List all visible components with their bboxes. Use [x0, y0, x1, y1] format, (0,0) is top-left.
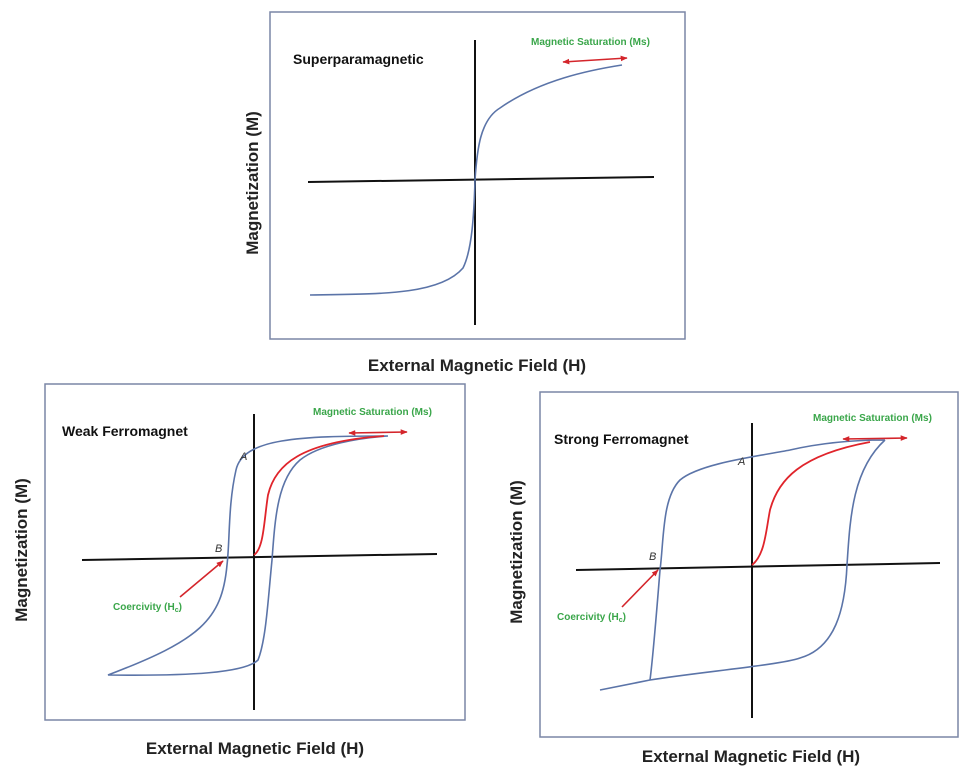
y-axis-label: Magnetization (M): [507, 480, 526, 624]
virgin-curve: [253, 435, 385, 556]
point-b-label: B: [215, 543, 222, 555]
y-axis-label: Magnetization (M): [243, 111, 262, 255]
virgin-curve: [751, 441, 871, 566]
panel-weak-ferromagnet: Weak Ferromagnet Magnetic Saturation (Ms…: [12, 383, 466, 758]
coercivity-arrow: [179, 560, 224, 598]
panel-title: Weak Ferromagnet: [62, 423, 188, 439]
coercivity-arrow: [621, 569, 659, 608]
saturation-label: Magnetic Saturation (Ms): [313, 407, 432, 418]
x-axis-label: External Magnetic Field (H): [642, 747, 860, 766]
x-axis-label: External Magnetic Field (H): [146, 739, 364, 758]
point-a-label: A: [239, 451, 247, 463]
point-b-label: B: [649, 551, 656, 563]
saturation-label: Magnetic Saturation (Ms): [813, 413, 932, 424]
panel-frame: [269, 11, 686, 340]
saturation-arrow: [348, 429, 408, 436]
coercivity-label: Coercivity (Hc): [557, 612, 626, 624]
h-axis: [81, 553, 438, 561]
panel-title: Strong Ferromagnet: [554, 431, 689, 447]
panel-frame: [44, 383, 466, 721]
panel-title: Superparamagnetic: [293, 51, 424, 67]
panel-frame: [539, 391, 959, 738]
h-axis: [575, 562, 941, 571]
y-axis-label: Magnetization (M): [12, 478, 31, 622]
point-a-label: A: [737, 456, 745, 468]
saturation-arrow: [562, 55, 628, 65]
panel-strong-ferromagnet: Strong Ferromagnet Magnetic Saturation (…: [507, 391, 959, 766]
x-axis-label: External Magnetic Field (H): [368, 356, 586, 375]
saturation-label: Magnetic Saturation (Ms): [531, 37, 650, 48]
saturation-arrow: [842, 435, 908, 442]
panel-superparamagnetic: Superparamagnetic Magnetic Saturation (M…: [243, 11, 686, 375]
coercivity-label: Coercivity (Hc): [113, 602, 182, 614]
hysteresis-loop: [599, 439, 886, 691]
magnetization-curve: [309, 64, 623, 296]
h-axis: [307, 176, 655, 183]
hysteresis-loop: [107, 435, 389, 676]
